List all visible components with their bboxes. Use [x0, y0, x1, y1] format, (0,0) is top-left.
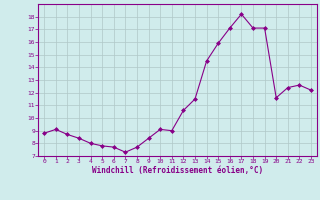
X-axis label: Windchill (Refroidissement éolien,°C): Windchill (Refroidissement éolien,°C): [92, 166, 263, 175]
